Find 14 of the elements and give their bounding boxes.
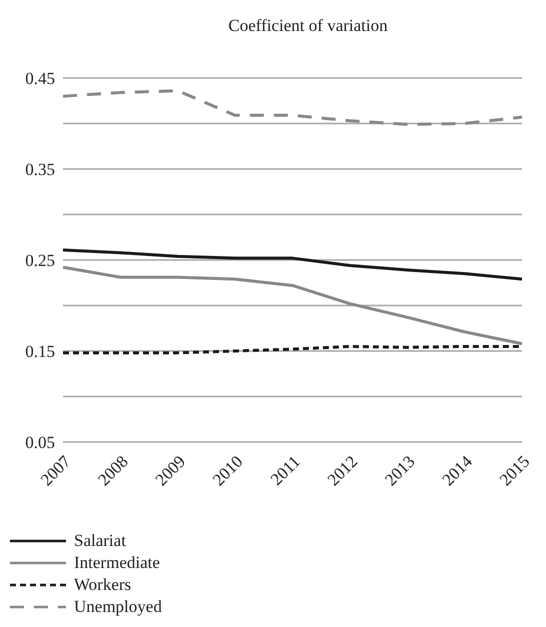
legend-label: Salariat <box>74 530 126 552</box>
y-tick-label: 0.15 <box>25 342 55 362</box>
legend-label: Unemployed <box>74 596 162 618</box>
y-tick-label: 0.45 <box>25 69 55 88</box>
y-tick-label: 0.35 <box>25 160 55 180</box>
y-tick-label: 0.25 <box>25 251 55 270</box>
line-series <box>62 89 524 126</box>
x-tick-label: 2011 <box>266 452 304 489</box>
chart-title: Coefficient of variation <box>227 15 389 37</box>
y-tick-label: 0.05 <box>25 433 55 452</box>
line-series <box>62 248 524 281</box>
line-series <box>62 266 524 346</box>
legend-label: Intermediate <box>74 552 160 574</box>
legend-label: Workers <box>74 574 132 596</box>
